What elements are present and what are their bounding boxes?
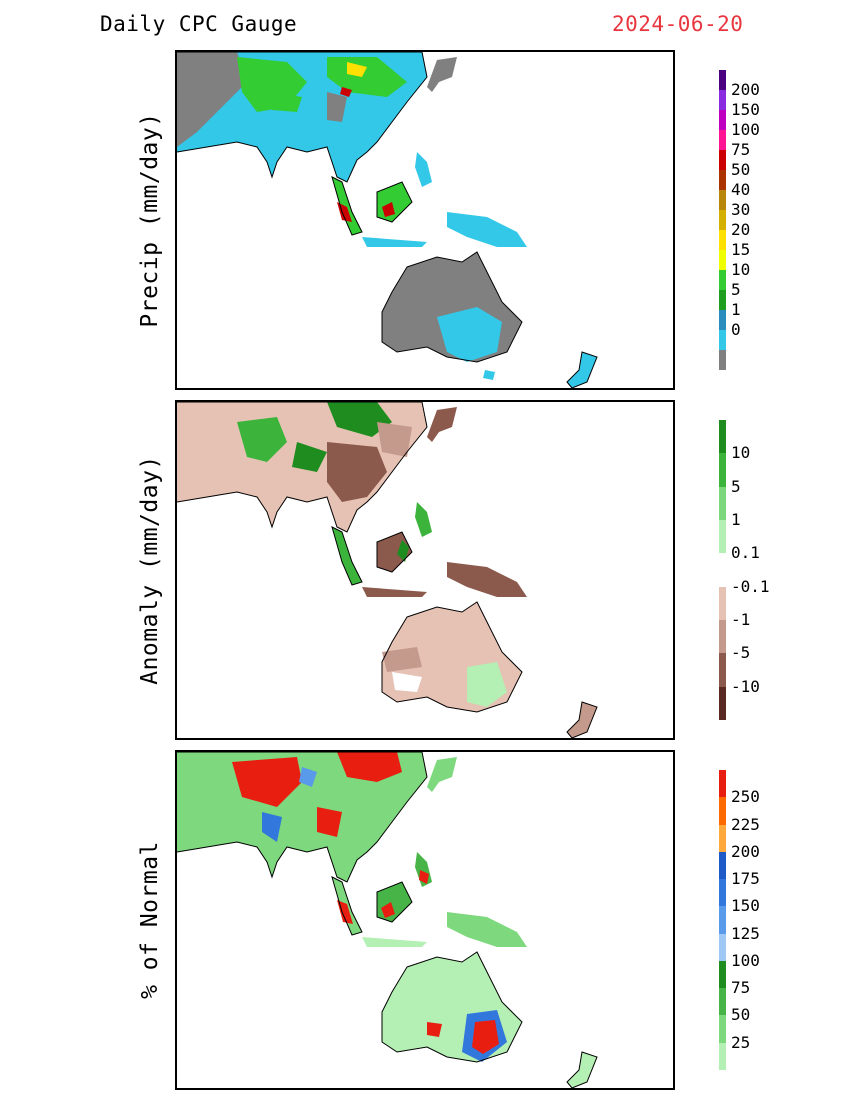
- colorbar-segment: [719, 519, 726, 554]
- colorbar-tick-label: 100: [731, 950, 760, 970]
- anomaly-coastlines: [177, 402, 598, 738]
- colorbar-tick-label: 200: [731, 841, 760, 861]
- colorbar-segment: [719, 453, 726, 487]
- anomaly-land: [177, 402, 597, 738]
- colorbar-tick-label: 50: [731, 160, 751, 179]
- anomaly-axis-label: Anomaly (mm/day): [137, 455, 163, 685]
- colorbar-tick-label: -5: [731, 643, 751, 663]
- colorbar-segment: [719, 420, 726, 454]
- colorbar-segment: [719, 553, 726, 587]
- colorbar-tick-label: 40: [731, 180, 751, 199]
- colorbar-tick-label: 10: [731, 260, 751, 279]
- colorbar-segment: [719, 350, 726, 370]
- colorbar-segment: [719, 770, 726, 798]
- colorbar-tick-label: -0.1: [731, 576, 770, 596]
- anomaly-colorbar: [719, 420, 726, 720]
- percent-normal-colorbar: [719, 770, 726, 1070]
- colorbar-segment: [719, 150, 726, 170]
- colorbar-segment: [719, 90, 726, 110]
- colorbar-tick-label: 150: [731, 896, 760, 916]
- colorbar-segment: [719, 230, 726, 250]
- colorbar-segment: [719, 933, 726, 961]
- colorbar-tick-label: 75: [731, 978, 751, 998]
- map-date: 2024-06-20: [612, 12, 744, 36]
- colorbar-segment: [719, 653, 726, 687]
- colorbar-segment: [719, 170, 726, 190]
- colorbar-tick-label: 100: [731, 120, 760, 139]
- colorbar-tick-label: 15: [731, 240, 751, 259]
- colorbar-segment: [719, 130, 726, 150]
- colorbar-tick-label: 125: [731, 923, 760, 943]
- map-title: Daily CPC Gauge: [100, 12, 298, 36]
- anomaly-map-panel: [175, 400, 675, 740]
- colorbar-tick-label: 225: [731, 814, 760, 834]
- colorbar-tick-label: 50: [731, 1005, 751, 1025]
- colorbar-segment: [719, 1042, 726, 1070]
- colorbar-tick-label: 150: [731, 100, 760, 119]
- colorbar-segment: [719, 210, 726, 230]
- colorbar-tick-label: 1: [731, 510, 741, 529]
- colorbar-tick-label: 30: [731, 200, 751, 219]
- colorbar-tick-label: -1: [731, 610, 751, 629]
- colorbar-segment: [719, 190, 726, 210]
- colorbar-segment: [719, 270, 726, 290]
- colorbar-segment: [719, 797, 726, 825]
- colorbar-tick-label: 0: [731, 320, 741, 339]
- colorbar-segment: [719, 619, 726, 654]
- colorbar-segment: [719, 851, 726, 880]
- precip-colorbar: [719, 70, 726, 370]
- colorbar-tick-label: 20: [731, 220, 751, 239]
- colorbar-tick-label: 1: [731, 300, 741, 319]
- percent-normal-coastlines: [177, 752, 598, 1088]
- colorbar-tick-label: 0.1: [731, 543, 760, 563]
- colorbar-tick-label: 5: [731, 476, 741, 496]
- colorbar-segment: [719, 960, 726, 989]
- colorbar-segment: [719, 906, 726, 934]
- colorbar-segment: [719, 879, 726, 907]
- colorbar-segment: [719, 824, 726, 852]
- percent-normal-map-panel: [175, 750, 675, 1090]
- colorbar-segment: [719, 310, 726, 330]
- colorbar-segment: [719, 330, 726, 350]
- precip-coastlines: [177, 52, 598, 388]
- colorbar-tick-label: 5: [731, 280, 741, 299]
- colorbar-tick-label: 25: [731, 1032, 751, 1052]
- colorbar-segment: [719, 1015, 726, 1043]
- precip-land: [177, 52, 597, 388]
- colorbar-segment: [719, 290, 726, 310]
- colorbar-segment: [719, 70, 726, 90]
- precip-map-panel: [175, 50, 675, 390]
- percent-normal-axis-label: % of Normal: [137, 841, 163, 999]
- colorbar-segment: [719, 250, 726, 270]
- colorbar-segment: [719, 988, 726, 1016]
- colorbar-tick-label: 200: [731, 80, 760, 99]
- colorbar-tick-label: 10: [731, 443, 751, 463]
- colorbar-segment: [719, 110, 726, 130]
- colorbar-tick-label: -10: [731, 676, 760, 696]
- colorbar-segment: [719, 486, 726, 520]
- colorbar-tick-label: 175: [731, 869, 760, 889]
- precip-axis-label: Precip (mm/day): [137, 112, 163, 328]
- colorbar-tick-label: 75: [731, 140, 751, 159]
- colorbar-segment: [719, 686, 726, 720]
- colorbar-tick-label: 250: [731, 787, 760, 807]
- colorbar-segment: [719, 586, 726, 620]
- percent-normal-land: [177, 752, 597, 1088]
